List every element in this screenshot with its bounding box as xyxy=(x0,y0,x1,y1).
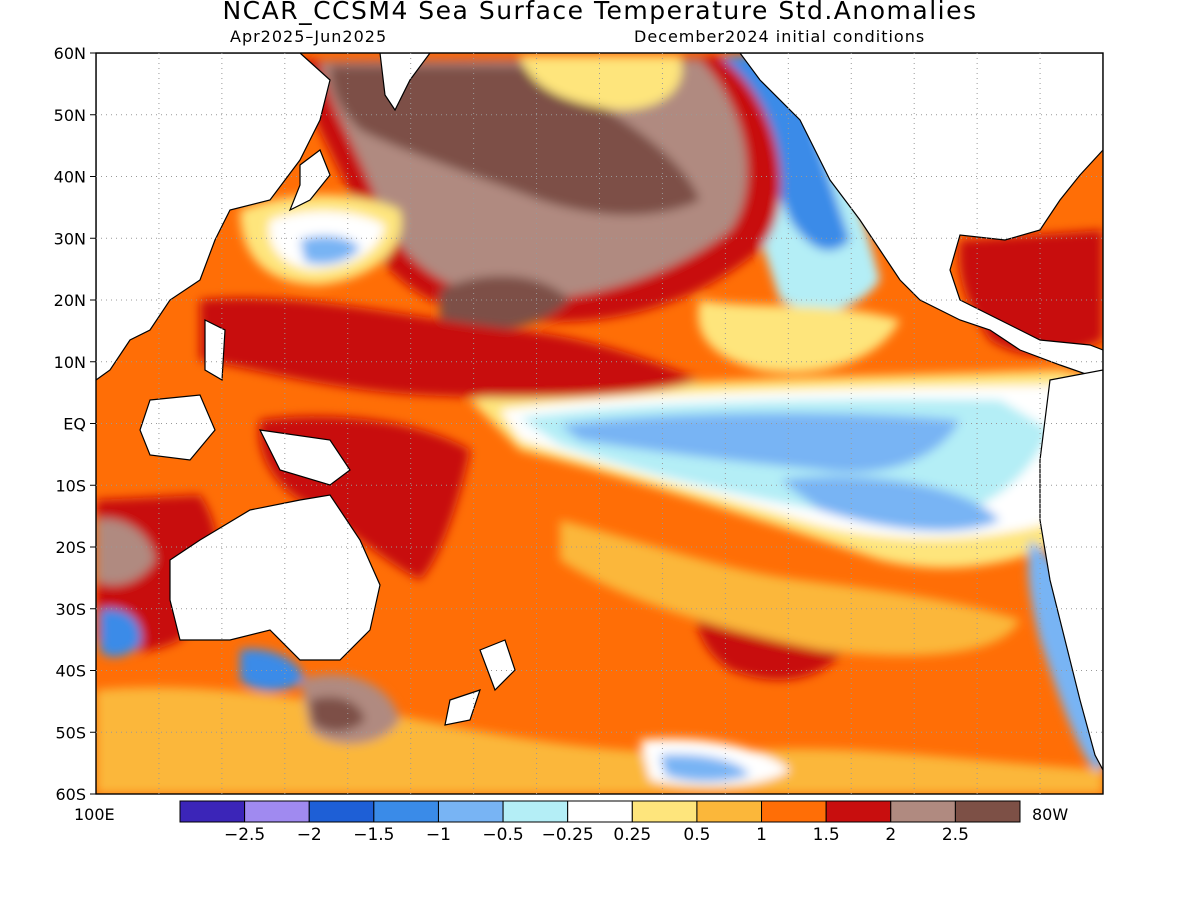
colorbar-swatch xyxy=(825,800,892,823)
lat-label: 10S xyxy=(55,476,86,495)
colorbar-label: −0.5 xyxy=(482,825,523,845)
lat-label: 40N xyxy=(54,168,86,187)
lat-label: EQ xyxy=(63,415,86,434)
colorbar-label: 0.25 xyxy=(613,825,651,845)
colorbar-label: 1.5 xyxy=(813,825,840,845)
map-title: NCAR_CCSM4 Sea Surface Temperature Std.A… xyxy=(222,0,978,25)
colorbar-swatch xyxy=(308,800,375,823)
colorbar-swatch xyxy=(954,800,1021,823)
colorbar-swatch xyxy=(761,800,827,823)
colorbar-swatch xyxy=(567,800,633,823)
colorbar-swatch xyxy=(890,800,956,823)
colorbar-label: 2.5 xyxy=(942,825,969,845)
colorbar-swatch xyxy=(502,800,569,823)
lat-label: 20S xyxy=(55,538,86,557)
lon-label-right: 80W xyxy=(1032,805,1068,824)
colorbar-swatch xyxy=(631,800,698,823)
graticule xyxy=(96,53,1103,794)
colorbar-label: −1.5 xyxy=(353,825,394,845)
colorbar-swatch xyxy=(437,800,504,823)
colorbar-label: −0.25 xyxy=(542,825,594,845)
lat-label: 50S xyxy=(55,723,86,742)
colorbar xyxy=(179,800,1021,823)
land-masses xyxy=(96,53,1103,771)
lat-label: 20N xyxy=(54,291,86,310)
lat-label: 30N xyxy=(54,229,86,248)
colorbar-label: −2.5 xyxy=(224,825,265,845)
latitude-axis: 60N 50N 40N 30N 20N 10N EQ 10S 20S 30S 40S 50S 60S xyxy=(54,44,96,804)
lat-label: 10N xyxy=(54,353,86,372)
colorbar-label: −1 xyxy=(426,825,451,845)
initial-conditions: December2024 initial conditions xyxy=(634,27,926,46)
lat-label: 60S xyxy=(55,785,86,804)
colorbar-label: 2 xyxy=(885,825,896,845)
colorbar-swatch xyxy=(373,800,439,823)
colorbar-swatch xyxy=(179,800,246,823)
lat-label: 30S xyxy=(55,600,86,619)
colorbar-label: 0.5 xyxy=(683,825,710,845)
forecast-period: Apr2025–Jun2025 xyxy=(230,27,388,46)
lon-label-left: 100E xyxy=(74,805,115,824)
colorbar-labels: −2.5 −2 −1.5 −1 −0.5 −0.25 0.25 0.5 1 1.5 2 2.5 xyxy=(224,825,969,845)
colorbar-swatch xyxy=(696,800,763,823)
colorbar-label: 1 xyxy=(756,825,767,845)
lat-label: 50N xyxy=(54,106,86,125)
colorbar-swatch xyxy=(244,800,310,823)
colorbar-label: −2 xyxy=(297,825,322,845)
lat-label: 40S xyxy=(55,662,86,681)
lat-label: 60N xyxy=(54,44,86,63)
